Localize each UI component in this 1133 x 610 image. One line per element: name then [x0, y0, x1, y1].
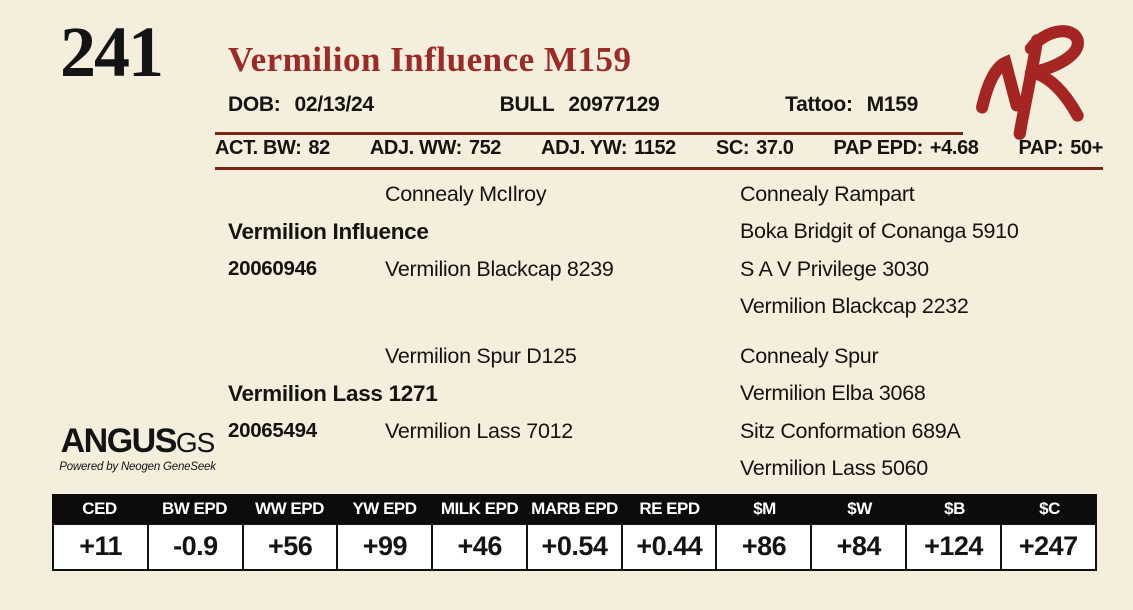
sire-grandsire: Connealy McIlroy [385, 182, 547, 206]
sire-name: Vermilion Influence [228, 219, 429, 244]
dam-granddam: Vermilion Lass 7012 [385, 419, 573, 443]
angus-logo-text: ANGUS [60, 422, 178, 460]
stat-label: ADJ. YW: [541, 137, 628, 159]
lot-number: 241 [60, 12, 164, 92]
epd-value-ced: +11 [52, 523, 150, 571]
pedigree-dam-group: Vermilion Spur D125 Connealy Spur Vermil… [228, 344, 1108, 496]
epd-header-re: RE EPD [639, 498, 700, 518]
id-row: DOB: 02/13/24 BULL 20977129 Tattoo: M159 [228, 93, 918, 117]
pedigree-sire-group: Connealy McIlroy Connealy Rampart Vermil… [228, 182, 1108, 334]
stat-act-bw: ACT. BW: 82 [215, 137, 330, 160]
stat-label: PAP: [1018, 137, 1064, 159]
epd-table: CED BW EPD WW EPD YW EPD MILK EPD MARB E… [52, 494, 1097, 571]
epd-value-b: +124 [904, 523, 1003, 571]
dam-ancestor-1: Connealy Spur [740, 344, 879, 368]
tattoo-pair: Tattoo: M159 [785, 93, 918, 117]
sire-ancestor-2: Boka Bridgit of Conanga 5910 [740, 219, 1019, 243]
sire-registration: 20060946 [228, 257, 317, 280]
epd-value-yw: +99 [336, 523, 434, 571]
tattoo-value: M159 [866, 93, 919, 116]
animal-title: Vermilion Influence M159 [228, 40, 632, 79]
sire-ancestor-3: S A V Privilege 3030 [740, 257, 929, 281]
stat-label: SC: [715, 137, 750, 159]
title-underline [215, 132, 963, 135]
epd-header-marb: MARB EPD [531, 498, 618, 518]
epd-header-bw: BW EPD [162, 498, 228, 518]
epd-value-bw: -0.9 [146, 523, 245, 571]
stat-pap: PAP: 50+ [1018, 137, 1104, 160]
angus-gs-wordmark: ANGUSGS [55, 424, 220, 459]
epd-header-w: $W [847, 498, 872, 518]
stat-adj-ww: ADJ. WW: 752 [369, 137, 502, 160]
stat-sc: SC: 37.0 [716, 137, 794, 160]
sire-granddam: Vermilion Blackcap 8239 [385, 257, 614, 281]
epd-table-values: +11 -0.9 +56 +99 +46 +0.54 +0.44 +86 +84… [52, 523, 1097, 571]
epd-value-marb: +0.54 [525, 523, 624, 571]
dam-ancestor-3: Sitz Conformation 689A [740, 419, 961, 443]
dam-name: Vermilion Lass 1271 [228, 381, 438, 406]
registration-pair: BULL 20977129 [500, 93, 660, 117]
stat-value: 752 [468, 137, 502, 159]
performance-stats-row: ACT. BW: 82 ADJ. WW: 752 ADJ. YW: 1152 S… [215, 137, 1103, 160]
epd-header-yw: YW EPD [352, 498, 417, 518]
sex-label: BULL [499, 93, 555, 116]
epd-value-ww: +56 [241, 523, 339, 571]
epd-header-ww: WW EPD [255, 498, 324, 518]
epd-value-m: +86 [715, 523, 813, 571]
epd-header-ced: CED [82, 498, 117, 518]
epd-header-milk: MILK EPD [440, 498, 519, 518]
sire-ancestor-1: Connealy Rampart [740, 182, 915, 206]
dam-ancestor-2: Vermilion Elba 3068 [740, 381, 926, 405]
dob-pair: DOB: 02/13/24 [228, 93, 374, 117]
stat-label: ADJ. WW: [369, 137, 462, 159]
gs-logo-text: GS [175, 427, 215, 458]
angus-logo-tagline: Powered by Neogen GeneSeek [59, 461, 216, 473]
tattoo-label: Tattoo: [785, 93, 853, 116]
stat-value: 1152 [634, 137, 676, 159]
registration-number: 20977129 [568, 93, 660, 116]
dam-ancestor-4: Vermilion Lass 5060 [740, 456, 928, 480]
epd-value-c: +247 [999, 523, 1097, 571]
epd-value-re: +0.44 [620, 523, 718, 571]
epd-value-milk: +46 [431, 523, 529, 571]
vermilion-ranch-brand-icon [976, 25, 1084, 140]
sire-ancestor-4: Vermilion Blackcap 2232 [740, 294, 969, 318]
stat-value: 82 [308, 137, 330, 159]
dam-grandsire: Vermilion Spur D125 [385, 344, 577, 368]
epd-value-w: +84 [810, 523, 908, 571]
dob-label: DOB: [228, 93, 281, 116]
stat-label: ACT. BW: [215, 137, 302, 159]
dam-registration: 20065494 [228, 419, 317, 442]
stat-label: PAP EPD: [833, 137, 923, 159]
stat-adj-yw: ADJ. YW: 1152 [541, 137, 676, 160]
epd-header-c: $C [1039, 498, 1060, 518]
angus-gs-logo: ANGUSGS Powered by Neogen GeneSeek [55, 424, 220, 473]
stat-value: 37.0 [756, 137, 794, 159]
epd-header-m: $M [753, 498, 776, 518]
stat-value: 50+ [1070, 137, 1103, 159]
stat-value: +4.68 [929, 137, 979, 159]
stats-underline [215, 167, 1103, 170]
epd-header-b: $B [944, 498, 965, 518]
dob-value: 02/13/24 [294, 93, 374, 116]
epd-table-header: CED BW EPD WW EPD YW EPD MILK EPD MARB E… [52, 494, 1097, 523]
stat-pap-epd: PAP EPD: +4.68 [833, 137, 978, 160]
